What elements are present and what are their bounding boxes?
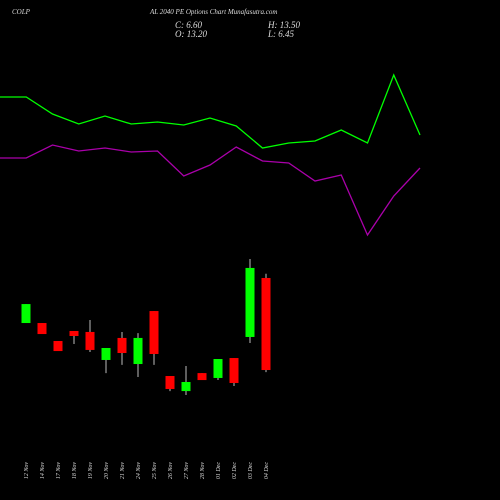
candle-body <box>149 311 159 354</box>
candle-body <box>261 277 271 371</box>
ohlc-label: L: 6.45 <box>267 29 295 39</box>
candle-body <box>53 341 63 352</box>
x-tick-label: 27 Nov <box>184 462 190 480</box>
x-tick-label: 03 Dec <box>248 462 254 479</box>
chart-subtitle: AL 2040 PE Options Chart Munafasutra.com <box>149 8 277 16</box>
chart-title: COLP <box>12 8 31 16</box>
candle-body <box>181 382 191 392</box>
ohlc-label: O: 13.20 <box>175 29 207 39</box>
x-tick-label: 25 Nov <box>152 462 158 480</box>
candle-body <box>21 304 31 324</box>
x-tick-label: 20 Nov <box>104 462 110 480</box>
x-tick-label: 17 Nov <box>56 462 62 480</box>
ohlc-label: H: 13.50 <box>267 20 300 30</box>
candle-body <box>213 359 223 378</box>
x-tick-label: 28 Nov <box>200 462 206 480</box>
x-tick-label: 24 Nov <box>135 462 142 480</box>
candle-body <box>85 331 95 350</box>
candle-body <box>229 358 239 383</box>
candle-body <box>197 373 207 381</box>
x-tick-label: 21 Nov <box>120 462 126 480</box>
x-tick-label: 26 Nov <box>168 462 174 480</box>
candle-body <box>245 267 255 337</box>
x-tick-label: 01 Dec <box>216 462 222 479</box>
indicator-line <box>0 144 421 237</box>
candle-body <box>117 337 127 354</box>
x-tick-label: 19 Nov <box>88 462 94 480</box>
candle-body <box>101 347 111 360</box>
x-tick-label: 14 Nov <box>39 462 46 480</box>
x-tick-label: 18 Nov <box>72 462 78 480</box>
x-tick-label: 04 Dec <box>263 462 270 479</box>
x-tick-label: 12 Nov <box>24 462 30 480</box>
candle-body <box>165 376 175 389</box>
indicator-line <box>0 73 421 149</box>
candle-body <box>37 323 47 335</box>
candle-body <box>133 337 143 365</box>
candle-body <box>69 330 79 336</box>
ohlc-label: C: 6.60 <box>175 20 203 30</box>
x-tick-label: 02 Dec <box>232 462 238 479</box>
